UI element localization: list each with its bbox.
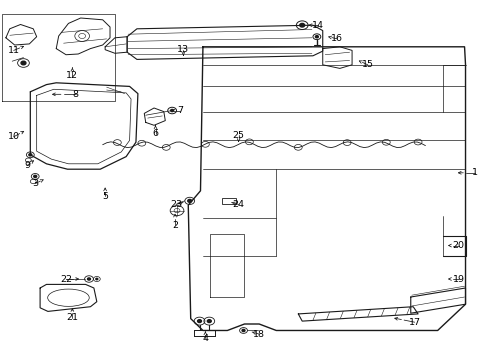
Circle shape — [34, 175, 37, 177]
Text: 14: 14 — [311, 21, 323, 30]
Text: 12: 12 — [66, 71, 78, 80]
Text: 25: 25 — [232, 130, 244, 139]
Circle shape — [315, 36, 318, 38]
Text: 6: 6 — [152, 129, 158, 138]
Circle shape — [29, 154, 32, 156]
Circle shape — [299, 23, 304, 27]
Circle shape — [187, 199, 191, 202]
Circle shape — [170, 109, 173, 112]
Circle shape — [197, 320, 201, 323]
Text: 2: 2 — [172, 220, 178, 230]
Circle shape — [21, 61, 26, 65]
Text: 23: 23 — [170, 200, 182, 209]
Bar — [222, 198, 236, 204]
Text: 20: 20 — [452, 241, 464, 250]
Text: 11: 11 — [8, 46, 20, 55]
Text: 9: 9 — [24, 161, 30, 170]
Circle shape — [207, 320, 211, 323]
Text: 17: 17 — [408, 318, 420, 327]
Text: 1: 1 — [471, 168, 477, 177]
Text: 16: 16 — [331, 34, 343, 43]
Circle shape — [242, 329, 244, 332]
Text: 19: 19 — [452, 274, 464, 284]
Text: 8: 8 — [73, 90, 79, 99]
Text: 3: 3 — [32, 179, 38, 188]
Text: 21: 21 — [66, 313, 78, 322]
Text: 24: 24 — [232, 200, 244, 209]
Circle shape — [96, 278, 98, 280]
Text: 5: 5 — [102, 192, 108, 201]
Text: 22: 22 — [60, 274, 72, 284]
Text: 13: 13 — [177, 45, 189, 54]
Text: 15: 15 — [361, 60, 373, 69]
Text: 7: 7 — [177, 106, 183, 115]
Text: 18: 18 — [253, 330, 264, 338]
Text: 10: 10 — [8, 132, 20, 141]
Circle shape — [87, 278, 90, 280]
Text: 4: 4 — [202, 334, 208, 343]
